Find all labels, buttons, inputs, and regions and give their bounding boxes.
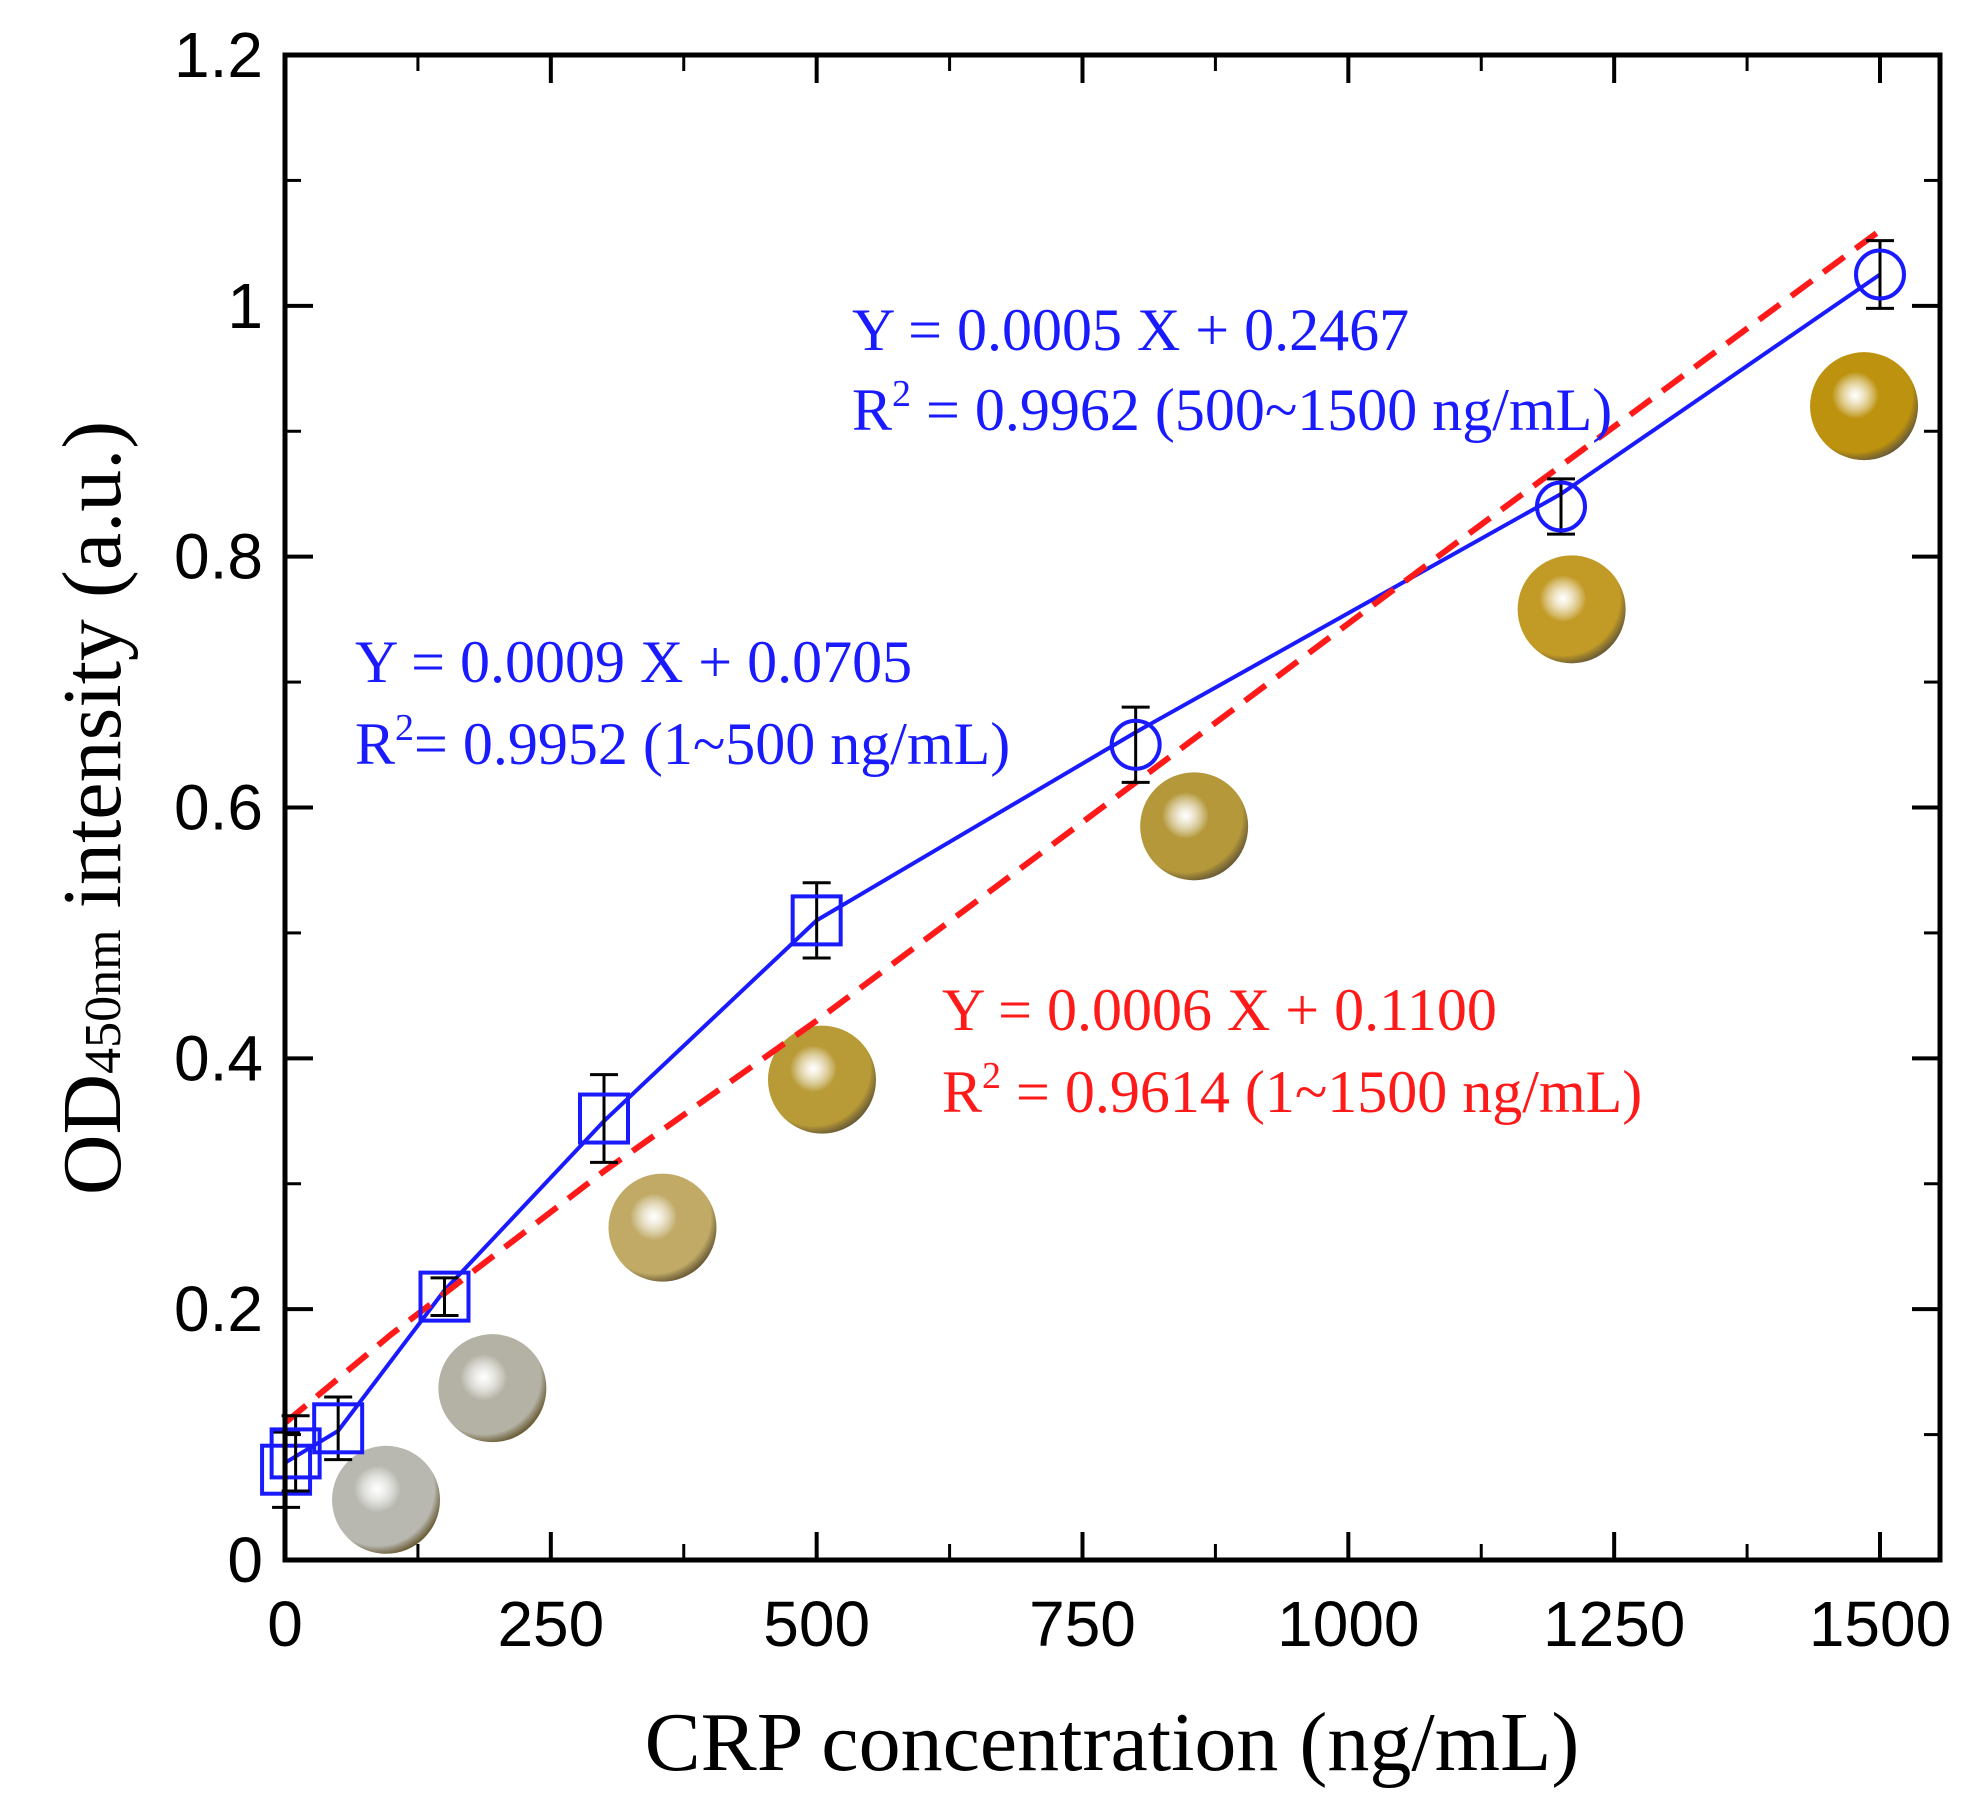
annotation-line1: Y = 0.0005 X + 0.2467 <box>852 297 1409 363</box>
y-tick-label: 1 <box>227 270 263 342</box>
x-tick-label: 250 <box>497 1588 604 1660</box>
fit-line <box>285 918 819 1464</box>
y-tick-label: 1.2 <box>174 19 263 91</box>
y-tick-label: 0.6 <box>174 772 263 844</box>
data-point-square <box>418 1270 471 1323</box>
plot-frame <box>282 52 1943 1563</box>
y-tick-label: 0 <box>227 1524 263 1596</box>
x-tick-label: 1250 <box>1543 1588 1685 1660</box>
x-tick-label: 0 <box>267 1588 303 1660</box>
annotation-line2: R2= 0.9952 (1~500 ng/mL) <box>355 707 1010 777</box>
data-point-square <box>578 1092 630 1145</box>
well-photo <box>438 1334 547 1443</box>
y-tick-label: 0.8 <box>174 521 263 593</box>
tick-labels: 0 250 500 750 1000 1250 1500 0 0.2 0.4 0.6 0.8 1 1.2 <box>174 19 1951 1660</box>
annotation-line2: R2 = 0.9962 (500~1500 ng/mL) <box>852 373 1612 443</box>
well-photo <box>767 1025 876 1134</box>
annotation-fit-1-1500: Y = 0.0006 X + 0.1100 R2 = 0.9614 (1~150… <box>942 977 1642 1125</box>
well-photo <box>1140 772 1249 881</box>
annotation-line1: Y = 0.0006 X + 0.1100 <box>942 977 1497 1043</box>
x-tick-label: 1000 <box>1277 1588 1419 1660</box>
y-tick-label: 0.4 <box>174 1022 263 1094</box>
fit-line <box>284 228 1882 1425</box>
y-tick-label: 0.2 <box>174 1273 263 1345</box>
x-axis-title: CRP concentration (ng/mL) <box>645 1696 1580 1789</box>
data-point-square <box>312 1402 365 1455</box>
photo-layer <box>332 352 1919 1554</box>
axis-ticks <box>283 53 1940 1562</box>
annotation-line1: Y = 0.0009 X + 0.0705 <box>355 629 912 695</box>
fit-line <box>815 272 1882 923</box>
data-points <box>260 239 1906 1509</box>
data-point-circle <box>1854 248 1906 301</box>
y-axis-title: OD450nm intensity (a.u.) <box>46 421 139 1195</box>
annotation-fit-1-500: Y = 0.0009 X + 0.0705 R2= 0.9952 (1~500 … <box>355 629 1010 777</box>
x-tick-label: 1500 <box>1809 1588 1951 1660</box>
well-photo <box>332 1445 441 1554</box>
data-point-circle <box>1109 718 1162 771</box>
well-photo <box>1517 555 1626 664</box>
data-point-circle <box>1535 480 1587 533</box>
x-tick-label: 500 <box>763 1588 870 1660</box>
well-photo <box>1810 352 1919 461</box>
data-point-square <box>790 894 843 947</box>
x-tick-label: 750 <box>1029 1588 1136 1660</box>
well-photo <box>608 1173 717 1282</box>
annotation-line2: R2 = 0.9614 (1~1500 ng/mL) <box>942 1055 1642 1125</box>
annotation-fit-500-1500: Y = 0.0005 X + 0.2467 R2 = 0.9962 (500~1… <box>852 297 1612 443</box>
